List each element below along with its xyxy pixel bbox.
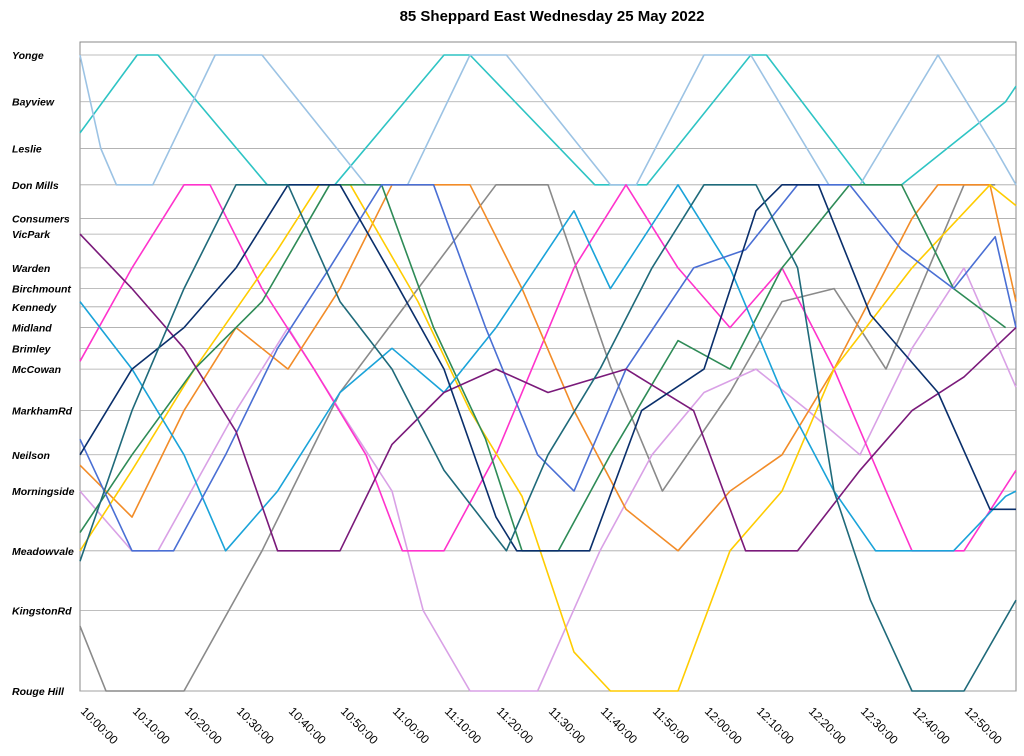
stop-label: Rouge Hill bbox=[12, 686, 65, 698]
series-line-6 bbox=[79, 184, 1017, 692]
x-tick-label: 12:30:00 bbox=[858, 704, 901, 747]
x-tick-label: 11:10:00 bbox=[442, 704, 485, 747]
x-tick-label: 11:00:00 bbox=[390, 704, 433, 747]
series-group bbox=[79, 54, 1017, 692]
x-tick-label: 10:10:00 bbox=[130, 704, 173, 747]
stop-label: Brimley bbox=[12, 343, 52, 355]
x-tick-labels: 10:00:00 10:10:00 10:20:00 10:30:00 10:40:00… bbox=[78, 704, 1005, 747]
stop-label: Neilson bbox=[12, 450, 50, 462]
x-tick-label: 10:00:00 bbox=[78, 704, 121, 747]
stop-label: Consumers bbox=[12, 214, 70, 226]
x-tick-label: 11:30:00 bbox=[546, 704, 589, 747]
x-tick-label: 12:00:00 bbox=[702, 704, 745, 747]
x-tick-label: 12:10:00 bbox=[754, 704, 797, 747]
x-tick-label: 12:50:00 bbox=[962, 704, 1005, 747]
x-tick-label: 12:40:00 bbox=[910, 704, 953, 747]
x-tick-label: 12:20:00 bbox=[806, 704, 849, 747]
series-line-2 bbox=[79, 184, 996, 692]
stop-label: Morningside bbox=[12, 486, 75, 498]
x-tick-label: 11:50:00 bbox=[650, 704, 693, 747]
series-line-0 bbox=[79, 54, 1017, 186]
series-line-11 bbox=[79, 184, 1016, 552]
chart-title: 85 Sheppard East Wednesday 25 May 2022 bbox=[399, 8, 705, 25]
x-tick-label: 10:30:00 bbox=[234, 704, 277, 747]
stop-label: MarkhamRd bbox=[12, 406, 73, 418]
x-tick-label: 10:20:00 bbox=[182, 704, 225, 747]
series-line-10 bbox=[79, 233, 1017, 552]
stop-label: Meadowvale bbox=[12, 546, 74, 558]
series-line-3 bbox=[79, 267, 1017, 692]
stop-label: Birchmount bbox=[12, 284, 71, 296]
series-line-8 bbox=[79, 184, 1017, 552]
stop-label: KingstonRd bbox=[12, 606, 72, 618]
stop-label: Warden bbox=[12, 263, 50, 275]
horizontal-gridlines bbox=[80, 54, 1016, 692]
x-tick-label: 11:40:00 bbox=[598, 704, 641, 747]
series-line-5 bbox=[79, 184, 1017, 552]
x-tick-label: 10:50:00 bbox=[338, 704, 381, 747]
series-line-7 bbox=[79, 184, 1007, 552]
stop-label: McCowan bbox=[12, 364, 61, 376]
stop-label: Kennedy bbox=[12, 302, 58, 314]
series-line-1 bbox=[79, 54, 1017, 186]
stop-label: Bayview bbox=[12, 97, 55, 109]
stop-label: VicPark bbox=[12, 229, 51, 241]
stop-labels: Yonge Bayview Leslie Don Mills Consumers VicP… bbox=[12, 50, 75, 698]
stop-label: Yonge bbox=[12, 50, 44, 62]
series-line-12 bbox=[79, 184, 1017, 692]
stop-label: Don Mills bbox=[12, 180, 59, 192]
x-tick-label: 11:20:00 bbox=[494, 704, 537, 747]
series-line-4 bbox=[79, 184, 1017, 552]
plot-area bbox=[79, 41, 1017, 692]
x-tick-label: 10:40:00 bbox=[286, 704, 329, 747]
stop-label: Leslie bbox=[12, 143, 42, 155]
series-line-9 bbox=[79, 184, 1017, 552]
stop-label: Midland bbox=[12, 323, 52, 335]
